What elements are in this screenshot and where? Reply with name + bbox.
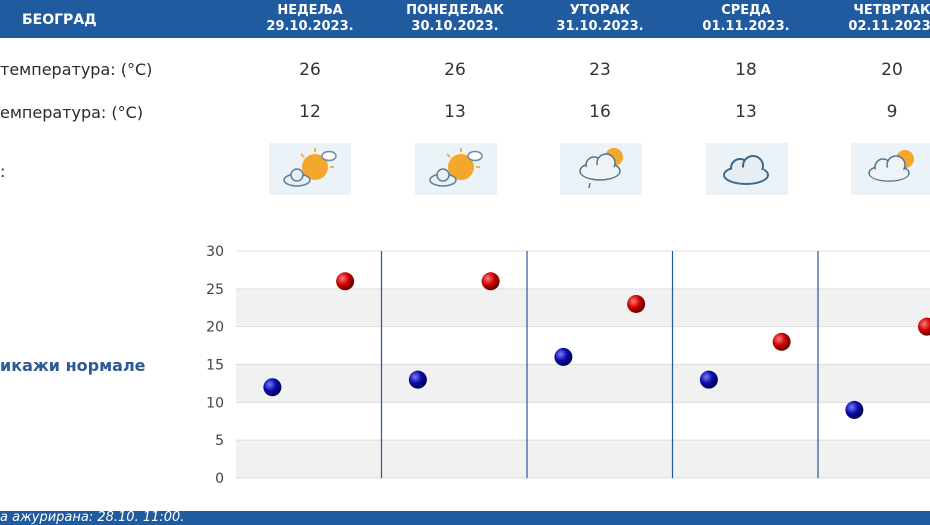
grid-band xyxy=(236,402,930,441)
y-tick-label: 0 xyxy=(215,471,224,487)
day-header: ЧЕТВРТАК 02.11.2023. xyxy=(822,3,930,35)
day-header: ПОНЕДЕЉАК 30.10.2023. xyxy=(385,3,525,35)
y-tick-label: 5 xyxy=(215,433,224,449)
grid-band xyxy=(236,288,930,327)
day-name: ЧЕТВРТАК xyxy=(853,3,930,18)
day-name: ПОНЕДЕЉАК xyxy=(406,3,504,18)
max-temp-value: 26 xyxy=(444,60,466,80)
city-name: БЕОГРАД xyxy=(22,12,97,28)
min-temp-value: 9 xyxy=(886,102,898,122)
y-tick-label: 20 xyxy=(206,320,224,336)
temperature-chart: 0 5 10 15 20 25 30 xyxy=(206,244,930,487)
max-temp-point xyxy=(627,294,646,313)
max-temp-value: 20 xyxy=(881,60,903,80)
max-temp-value: 26 xyxy=(299,60,321,80)
min-temp-point xyxy=(408,370,427,389)
show-normals-link[interactable]: икажи нормале xyxy=(0,356,146,375)
day-date: 01.11.2023. xyxy=(702,19,790,34)
sun-cloud-icon xyxy=(415,143,497,195)
day-date: 02.11.2023. xyxy=(848,19,930,34)
min-temp-point xyxy=(554,347,573,366)
day-header: УТОРАК 31.10.2023. xyxy=(530,3,670,35)
cloud-sun-icon xyxy=(851,143,930,195)
grid-band xyxy=(236,326,930,365)
max-temp-value: 18 xyxy=(735,60,757,80)
y-tick-label: 15 xyxy=(206,358,224,374)
day-date: 30.10.2023. xyxy=(411,19,499,34)
cloud-icon xyxy=(706,143,788,195)
footer-bar: а ажурирана: 28.10. 11:00. xyxy=(0,510,930,525)
day-name: СРЕДА xyxy=(721,3,771,18)
day-date: 29.10.2023. xyxy=(266,19,354,34)
day-name: УТОРАК xyxy=(569,3,631,18)
day-header: СРЕДА 01.11.2023. xyxy=(676,3,816,35)
day-header: НЕДЕЉА 29.10.2023. xyxy=(240,3,380,35)
max-temp-label: температура: (°C) xyxy=(0,60,153,79)
y-tick-label: 10 xyxy=(206,395,224,411)
day-date: 31.10.2023. xyxy=(556,19,644,34)
grid-band xyxy=(236,364,930,403)
y-tick-label: 25 xyxy=(206,282,224,298)
min-temp-point xyxy=(699,370,718,389)
sun-cloud-icon xyxy=(269,143,351,195)
max-temp-point xyxy=(772,332,791,351)
max-temp-point xyxy=(336,272,355,291)
min-temp-value: 13 xyxy=(444,102,466,122)
max-temp-point xyxy=(918,317,930,336)
forecast-header: БЕОГРАД НЕДЕЉА 29.10.2023. ПОНЕДЕЉАК 30.… xyxy=(0,0,930,38)
min-temp-point xyxy=(263,378,282,397)
max-temp-point xyxy=(481,272,500,291)
day-name: НЕДЕЉА xyxy=(277,3,343,18)
y-tick-label: 30 xyxy=(206,244,224,260)
grid-band xyxy=(236,440,930,478)
min-temp-value: 12 xyxy=(299,102,321,122)
min-temp-label: емпература: (°C) xyxy=(0,103,144,122)
max-temp-value: 23 xyxy=(589,60,611,80)
min-temp-point xyxy=(845,400,864,419)
weather-label: : xyxy=(0,162,6,181)
min-temp-value: 13 xyxy=(735,102,757,122)
cloud-sun-drizzle-icon xyxy=(560,143,642,195)
min-temp-value: 16 xyxy=(589,102,611,122)
updated-timestamp: а ажурирана: 28.10. 11:00. xyxy=(0,510,185,525)
